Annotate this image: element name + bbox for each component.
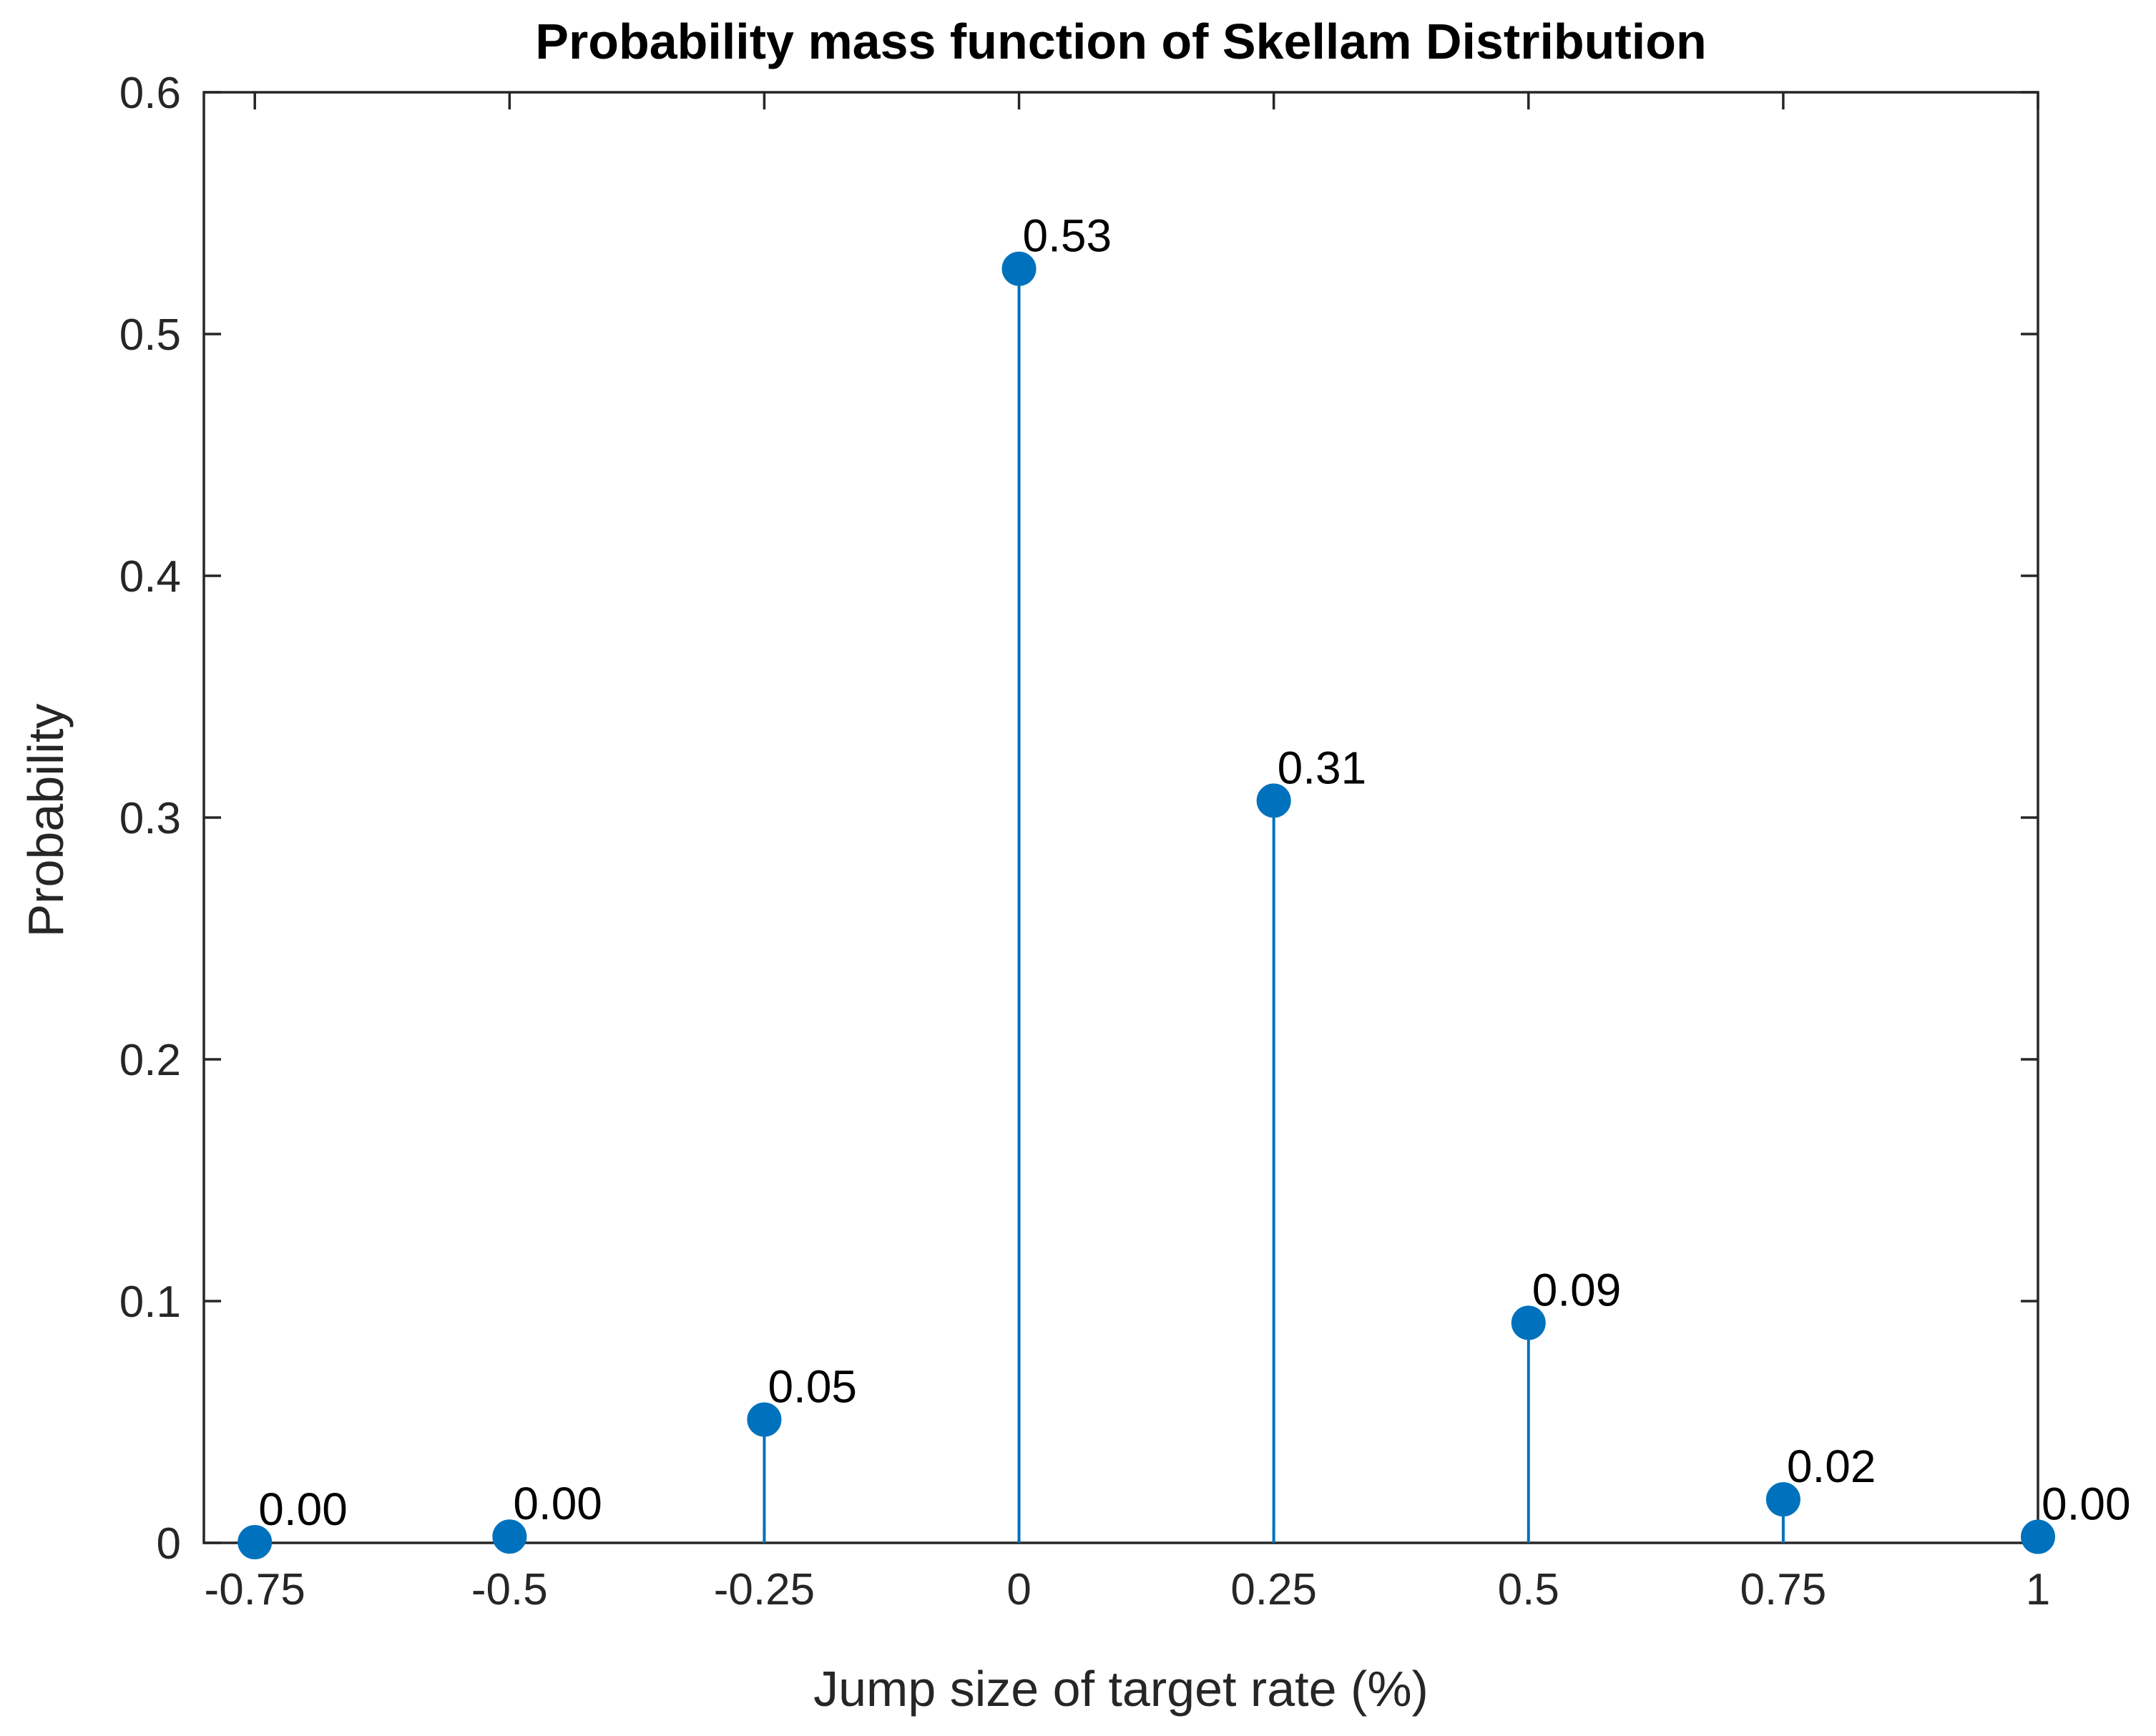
data-label: 0.31 xyxy=(1278,742,1367,793)
stem-marker xyxy=(1001,251,1037,286)
x-axis-label: Jump size of target rate (%) xyxy=(813,1661,1429,1717)
stem-marker xyxy=(1511,1305,1546,1340)
stem-marker xyxy=(492,1519,527,1554)
chart-title: Probability mass function of Skellam Dis… xyxy=(535,14,1706,69)
stem-marker xyxy=(1256,783,1291,818)
stem-marker xyxy=(747,1402,782,1437)
stem-marker xyxy=(237,1524,273,1559)
x-tick-label: -0.5 xyxy=(471,1565,548,1614)
y-tick-label: 0.2 xyxy=(119,1036,181,1085)
x-tick-label: -0.25 xyxy=(714,1565,815,1614)
data-label: 0.09 xyxy=(1532,1264,1622,1315)
y-tick-label: 0.5 xyxy=(119,310,181,360)
data-label: 0.02 xyxy=(1787,1441,1876,1492)
y-tick-label: 0 xyxy=(157,1519,181,1569)
x-tick-label: 1 xyxy=(2026,1565,2050,1614)
y-tick-label: 0.3 xyxy=(119,794,181,843)
x-tick-label: 0.25 xyxy=(1230,1565,1317,1614)
data-label: 0.53 xyxy=(1023,210,1112,262)
data-label: 0.00 xyxy=(2042,1478,2131,1530)
stem-marker xyxy=(2021,1519,2055,1554)
y-tick-label: 0.1 xyxy=(119,1278,181,1327)
x-tick-label: 0.75 xyxy=(1740,1565,1827,1614)
x-tick-label: 0 xyxy=(1006,1565,1031,1614)
x-tick-label: 0.5 xyxy=(1498,1565,1559,1614)
y-axis-label: Probability xyxy=(18,704,74,938)
stem-marker xyxy=(1765,1482,1800,1517)
y-tick-label: 0.6 xyxy=(119,69,181,118)
data-label: 0.00 xyxy=(258,1484,348,1535)
data-label: 0.05 xyxy=(768,1361,857,1413)
axes-box xyxy=(202,91,2039,1544)
x-tick-label: -0.75 xyxy=(205,1565,305,1614)
data-label: 0.00 xyxy=(513,1478,602,1529)
y-tick-label: 0.4 xyxy=(119,552,181,602)
plot-area: -0.75 -0.5 -0.25 0 0.25 0.5 0.75 1 0 0.1 0.2 0.3 0.4… xyxy=(119,69,2131,1614)
